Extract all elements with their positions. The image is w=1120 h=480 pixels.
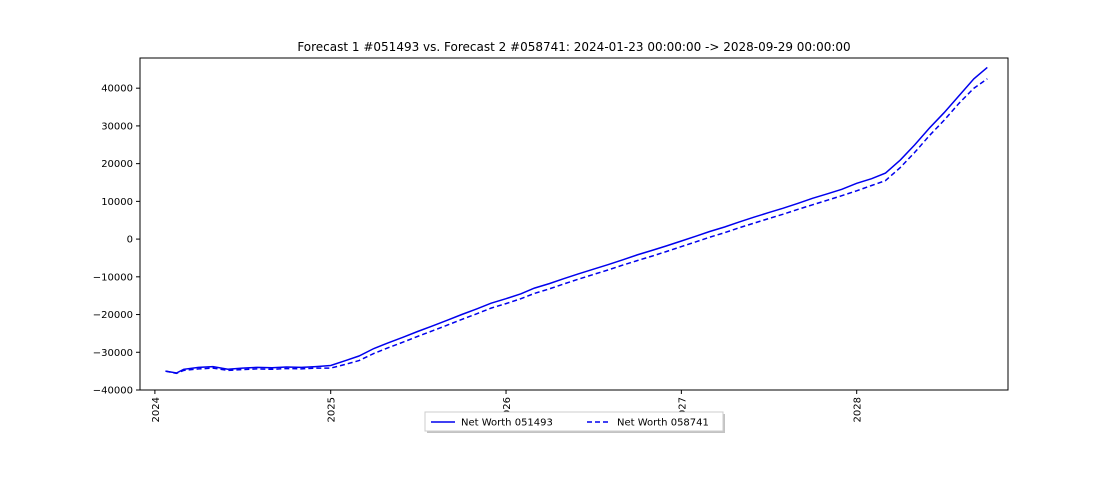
legend: Net Worth 051493 Net Worth 058741: [424, 411, 725, 433]
legend-label-1: Net Worth 051493: [461, 418, 553, 429]
x-tick-label: 2026: [502, 397, 513, 422]
x-tick-label: 2024: [151, 397, 162, 422]
x-tick-label: 2028: [853, 397, 864, 422]
y-tick-label: −20000: [93, 310, 133, 321]
series-line-2: [165, 78, 988, 375]
series-line-1: [165, 66, 988, 374]
y-tick-label: 10000: [101, 197, 133, 208]
x-axis: 2024 2025 2026 2027 2028: [151, 390, 864, 422]
x-tick-label: 2027: [677, 397, 688, 422]
y-tick-label: −30000: [93, 348, 133, 359]
y-tick-label: 0: [127, 235, 133, 246]
x-tick-label: 2025: [327, 397, 338, 422]
y-tick-label: 40000: [101, 84, 133, 95]
y-tick-label: 30000: [101, 121, 133, 132]
y-tick-label: −10000: [93, 272, 133, 283]
y-tick-label: −40000: [93, 386, 133, 397]
y-tick-label: 20000: [101, 159, 133, 170]
plot-frame: [139, 57, 1009, 391]
legend-label-2: Net Worth 058741: [617, 418, 709, 429]
series-layer: [165, 66, 988, 375]
y-axis: −40000 −30000 −20000 −10000 0 10000 20000 30000…: [93, 84, 140, 397]
chart-title: Forecast 1 #051493 vs. Forecast 2 #05874…: [297, 40, 850, 54]
legend-box: [424, 411, 724, 432]
